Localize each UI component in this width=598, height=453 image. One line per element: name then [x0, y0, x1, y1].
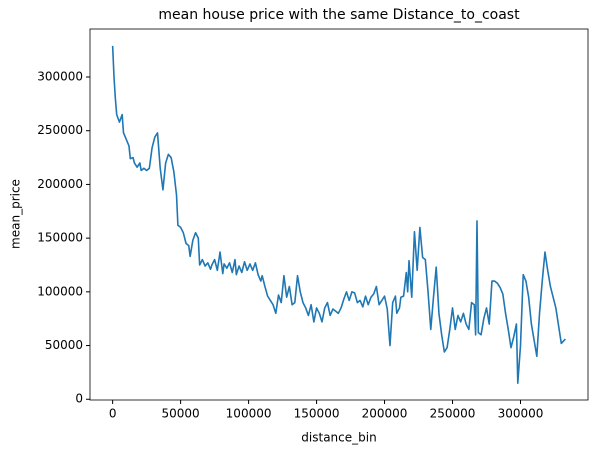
x-tick-label: 50000	[162, 407, 200, 421]
y-tick-label: 0	[75, 392, 83, 406]
chart-title: mean house price with the same Distance_…	[158, 7, 520, 23]
y-tick-label: 200000	[37, 177, 83, 191]
y-axis-label: mean_price	[9, 179, 23, 249]
x-tick-label: 300000	[498, 407, 544, 421]
y-tick-label: 150000	[37, 231, 83, 245]
plot-frame	[89, 28, 589, 401]
x-tick-label: 150000	[294, 407, 340, 421]
x-tick-label: 0	[109, 407, 117, 421]
y-tick-label: 100000	[37, 284, 83, 298]
x-tick-label: 200000	[362, 407, 408, 421]
data-line	[111, 45, 566, 384]
y-tick-label: 250000	[37, 123, 83, 137]
x-tick-label: 250000	[430, 407, 476, 421]
x-tick-label: 100000	[226, 407, 272, 421]
y-tick-label: 50000	[45, 338, 83, 352]
y-tick-label: 300000	[37, 70, 83, 84]
x-axis-label: distance_bin	[301, 431, 376, 445]
